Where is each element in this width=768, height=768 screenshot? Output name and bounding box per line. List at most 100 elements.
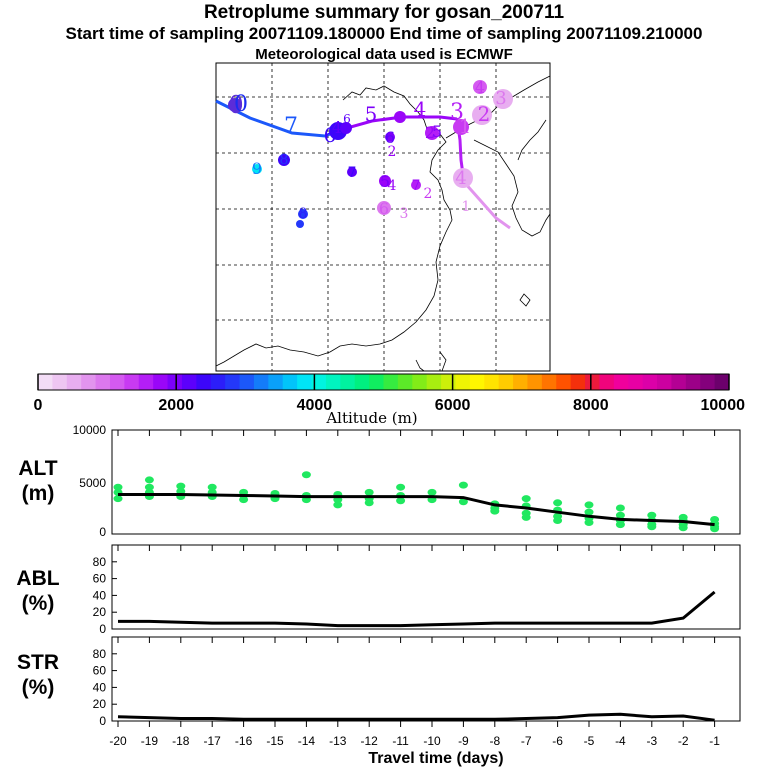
x-tick-label: -14 [298,734,316,748]
alt-particle-point [364,488,374,496]
colorbar-swatch [556,374,572,390]
cluster-marker [385,132,395,142]
cluster-label: 5 [380,172,390,191]
cluster-label: 4 [414,97,427,121]
cluster-marker [473,80,487,94]
met-data-note: Meteorological data used is ECMWF [255,46,513,63]
cluster-label: 6 [343,112,351,126]
alt-particle-point [584,501,594,509]
colorbar-swatch [225,374,241,390]
alt-panel: 10000 5000 0 [73,423,741,539]
cluster-label: 1 [459,114,472,138]
colorbar-swatch [383,374,399,390]
str-tick-label: 40 [93,680,107,694]
alt-frame [111,429,741,535]
cluster-marker [379,175,391,187]
cluster-label: 2 [388,144,397,160]
colorbar-swatch [181,374,197,390]
cluster-marker [296,220,304,228]
alt-mean-line [118,493,715,527]
cluster-label: 5 [365,102,378,126]
cluster-marker [453,119,469,135]
alt-particle-point [615,504,625,512]
colorbar-swatch [340,374,356,390]
alt-particle-point [239,496,249,504]
colorbar-swatch [124,374,140,390]
cluster-marker [278,154,290,166]
colorbar-tick-label: 4000 [297,397,333,414]
alt-label: ALT [18,457,57,480]
alt-tick-label: 0 [99,525,106,539]
str-tick-label: 60 [93,664,107,678]
colorbar-swatch [513,374,528,390]
abl-tick-label: 40 [93,588,107,602]
str-label: STR [17,651,59,674]
chart-title: Retroplume summary for gosan_200711 [203,2,565,23]
cluster-label: 7 [284,114,298,139]
x-tick-label: -9 [458,734,469,748]
cluster-label: 2 [424,186,433,202]
alt-particle-point [553,499,563,507]
cluster-label: 3 [450,100,464,125]
cluster-label: 4 [475,78,485,97]
alt-particle-point [615,521,625,529]
abl-tick-label: 80 [93,555,107,569]
alt-particle-point [615,511,625,519]
cluster-label: 4 [332,118,342,137]
colorbar-tick-label: 8000 [573,397,609,414]
str-panel: 80 60 40 20 0 [93,636,741,728]
x-tick-label: -4 [615,734,626,748]
alt-tick-label: 10000 [73,423,107,437]
alt-particle-point [144,483,154,491]
alt-tick-label: 5000 [79,476,106,490]
colorbar-swatch [700,374,716,390]
colorbar-swatch [613,374,629,390]
cluster-marker [425,126,439,140]
x-tick-label: -8 [489,734,500,748]
colorbar-swatch [369,374,384,390]
alt-particle-point [364,499,374,507]
alt-particle-point [678,524,688,532]
x-tick-label: -16 [235,734,253,748]
colorbar-swatch [325,374,341,390]
cluster-label: 8 [299,206,308,222]
colorbar-axis-label: Altitude (m) [325,409,417,427]
cluster-label: 0 [234,92,248,117]
colorbar-swatch [585,374,600,390]
colorbar-swatch [426,374,442,390]
cluster-marker [493,89,513,109]
colorbar-swatch [138,374,154,390]
x-tick-label: -2 [678,734,689,748]
str-tick-label: 20 [93,697,107,711]
cluster-marker [347,167,357,177]
colorbar-swatch [81,374,97,390]
altitude-colorbar: 0 2000 4000 6000 8000 10000 [34,373,745,414]
cluster-marker [411,180,421,190]
alt-particle-point [710,525,720,533]
x-tick-label: -5 [584,734,595,748]
str-unit: (%) [22,676,55,699]
abl-frame [111,544,741,630]
x-tick-label: -6 [552,734,563,748]
x-tick-label: -3 [646,734,657,748]
alt-particle-point [584,519,594,527]
colorbar-swatch [282,374,298,390]
cluster-label: 4 [388,178,397,194]
abl-unit: (%) [22,592,55,615]
cluster-label: 2 [425,123,435,142]
cluster-marker [472,105,492,125]
str-frame [111,636,741,722]
alt-particle-point [521,495,531,503]
colorbar-swatch [153,374,169,390]
abl-panel: 80 60 40 20 0 [93,544,741,636]
cluster-marker [228,98,242,112]
cluster-label: 9 [252,159,262,178]
x-tick-label: -18 [172,734,190,748]
alt-particle-point [144,476,154,484]
alt-particle-points [113,471,720,533]
alt-particle-point [396,497,406,505]
colorbar-swatch [484,374,500,390]
x-tick-label: -1 [709,734,720,748]
